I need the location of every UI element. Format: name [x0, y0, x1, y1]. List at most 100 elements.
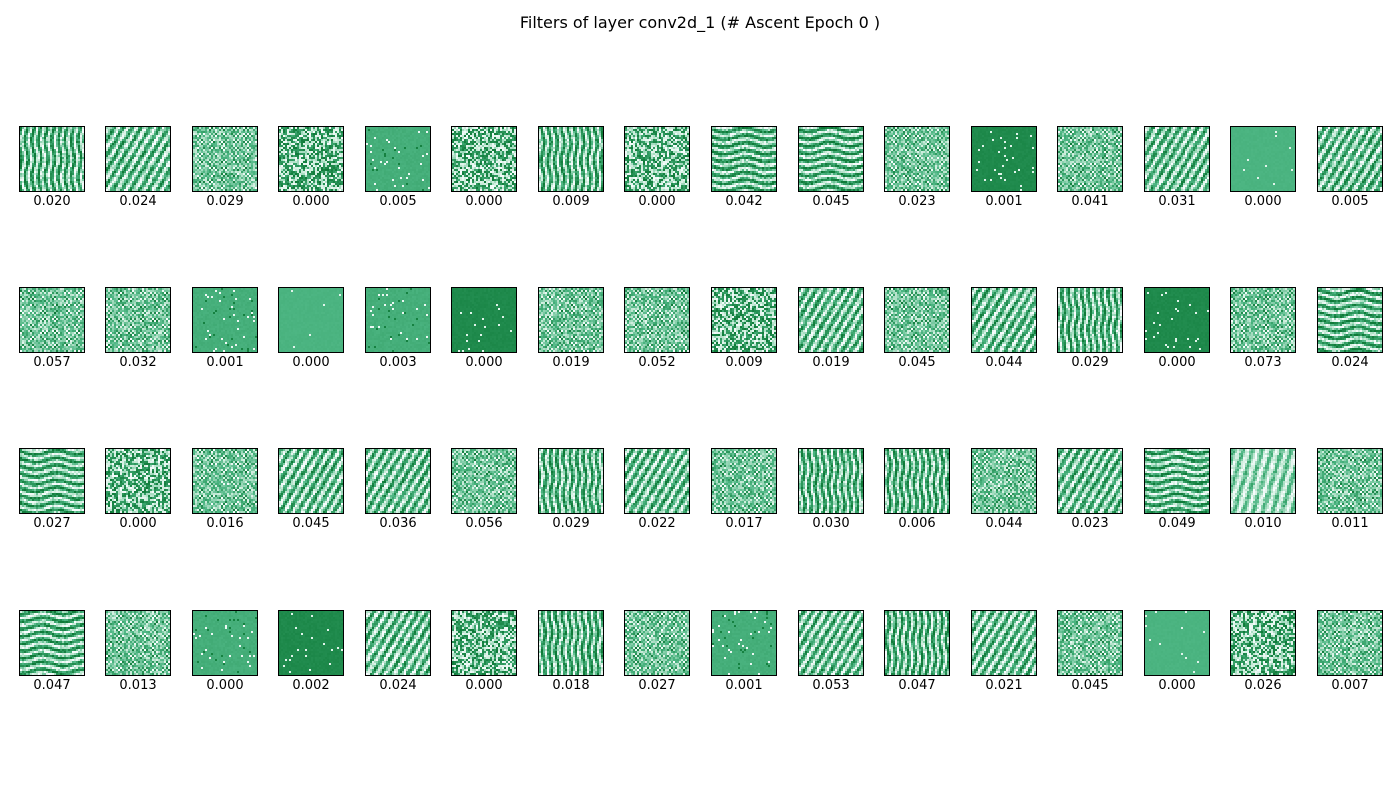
filter-image — [365, 287, 431, 353]
filter-loss-label: 0.017 — [703, 516, 785, 531]
filter-loss-label: 0.000 — [443, 678, 525, 693]
filter-image — [1144, 610, 1210, 676]
filter-image — [711, 287, 777, 353]
filter-image — [19, 610, 85, 676]
filter-loss-label: 0.003 — [357, 355, 439, 370]
filter-loss-label: 0.000 — [270, 194, 352, 209]
filter-loss-label: 0.005 — [357, 194, 439, 209]
filter-loss-label: 0.013 — [97, 678, 179, 693]
filter-image — [192, 448, 258, 514]
filter-image — [884, 610, 950, 676]
filter-loss-label: 0.010 — [1222, 516, 1304, 531]
filter-loss-label: 0.018 — [530, 678, 612, 693]
filter-loss-label: 0.026 — [1222, 678, 1304, 693]
filter-image — [365, 610, 431, 676]
filter-image — [278, 287, 344, 353]
filter-loss-label: 0.001 — [963, 194, 1045, 209]
filter-image — [624, 287, 690, 353]
filter-image — [451, 287, 517, 353]
filter-image — [1317, 126, 1383, 192]
filter-image — [1144, 287, 1210, 353]
filter-loss-label: 0.021 — [963, 678, 1045, 693]
filter-image — [538, 126, 604, 192]
filter-image — [1057, 126, 1123, 192]
filter-image — [624, 126, 690, 192]
filter-loss-label: 0.000 — [1222, 194, 1304, 209]
filter-image — [538, 610, 604, 676]
filter-image — [971, 448, 1037, 514]
filter-image — [192, 126, 258, 192]
filter-loss-label: 0.002 — [270, 678, 352, 693]
filter-image — [1230, 287, 1296, 353]
filter-image — [365, 126, 431, 192]
filter-loss-label: 0.022 — [616, 516, 698, 531]
filter-loss-label: 0.045 — [270, 516, 352, 531]
filter-loss-label: 0.027 — [11, 516, 93, 531]
filter-image — [105, 126, 171, 192]
filter-image — [192, 287, 258, 353]
filter-image — [711, 610, 777, 676]
filter-loss-label: 0.029 — [530, 516, 612, 531]
filter-loss-label: 0.042 — [703, 194, 785, 209]
filter-loss-label: 0.044 — [963, 516, 1045, 531]
filter-image — [884, 126, 950, 192]
filter-loss-label: 0.000 — [97, 516, 179, 531]
filter-loss-label: 0.041 — [1049, 194, 1131, 209]
filter-image — [538, 287, 604, 353]
filter-image — [798, 287, 864, 353]
filter-image — [1144, 126, 1210, 192]
filter-loss-label: 0.016 — [184, 516, 266, 531]
filter-loss-label: 0.036 — [357, 516, 439, 531]
filter-loss-label: 0.000 — [1136, 355, 1218, 370]
filter-loss-label: 0.024 — [97, 194, 179, 209]
filter-loss-label: 0.007 — [1309, 678, 1391, 693]
filter-image — [19, 287, 85, 353]
filter-image — [1057, 287, 1123, 353]
filter-loss-label: 0.024 — [357, 678, 439, 693]
filter-loss-label: 0.052 — [616, 355, 698, 370]
filter-image — [1057, 448, 1123, 514]
filter-image — [798, 610, 864, 676]
filter-loss-label: 0.045 — [1049, 678, 1131, 693]
filter-loss-label: 0.000 — [443, 355, 525, 370]
filter-loss-label: 0.029 — [184, 194, 266, 209]
filter-image — [19, 126, 85, 192]
filter-image — [798, 126, 864, 192]
filter-loss-label: 0.044 — [963, 355, 1045, 370]
filter-loss-label: 0.006 — [876, 516, 958, 531]
filter-image — [711, 126, 777, 192]
filter-image — [1230, 126, 1296, 192]
filter-image — [884, 448, 950, 514]
filter-loss-label: 0.001 — [703, 678, 785, 693]
filter-image — [365, 448, 431, 514]
filter-image — [1230, 448, 1296, 514]
filter-loss-label: 0.047 — [11, 678, 93, 693]
filter-image — [884, 287, 950, 353]
filter-image — [105, 610, 171, 676]
filter-loss-label: 0.000 — [184, 678, 266, 693]
filter-loss-label: 0.057 — [11, 355, 93, 370]
filter-loss-label: 0.000 — [443, 194, 525, 209]
filter-image — [1230, 610, 1296, 676]
filter-loss-label: 0.030 — [790, 516, 872, 531]
filter-loss-label: 0.011 — [1309, 516, 1391, 531]
filter-loss-label: 0.056 — [443, 516, 525, 531]
filter-loss-label: 0.027 — [616, 678, 698, 693]
filter-loss-label: 0.009 — [703, 355, 785, 370]
filter-loss-label: 0.019 — [790, 355, 872, 370]
filter-loss-label: 0.023 — [876, 194, 958, 209]
filter-loss-label: 0.045 — [876, 355, 958, 370]
filter-image — [538, 448, 604, 514]
filter-image — [451, 126, 517, 192]
filter-image — [624, 448, 690, 514]
filter-loss-label: 0.005 — [1309, 194, 1391, 209]
filter-loss-label: 0.023 — [1049, 516, 1131, 531]
filter-image — [971, 287, 1037, 353]
filter-image — [278, 448, 344, 514]
filter-image — [971, 610, 1037, 676]
filter-image — [105, 448, 171, 514]
filter-loss-label: 0.031 — [1136, 194, 1218, 209]
filter-image — [1317, 610, 1383, 676]
filter-loss-label: 0.000 — [1136, 678, 1218, 693]
